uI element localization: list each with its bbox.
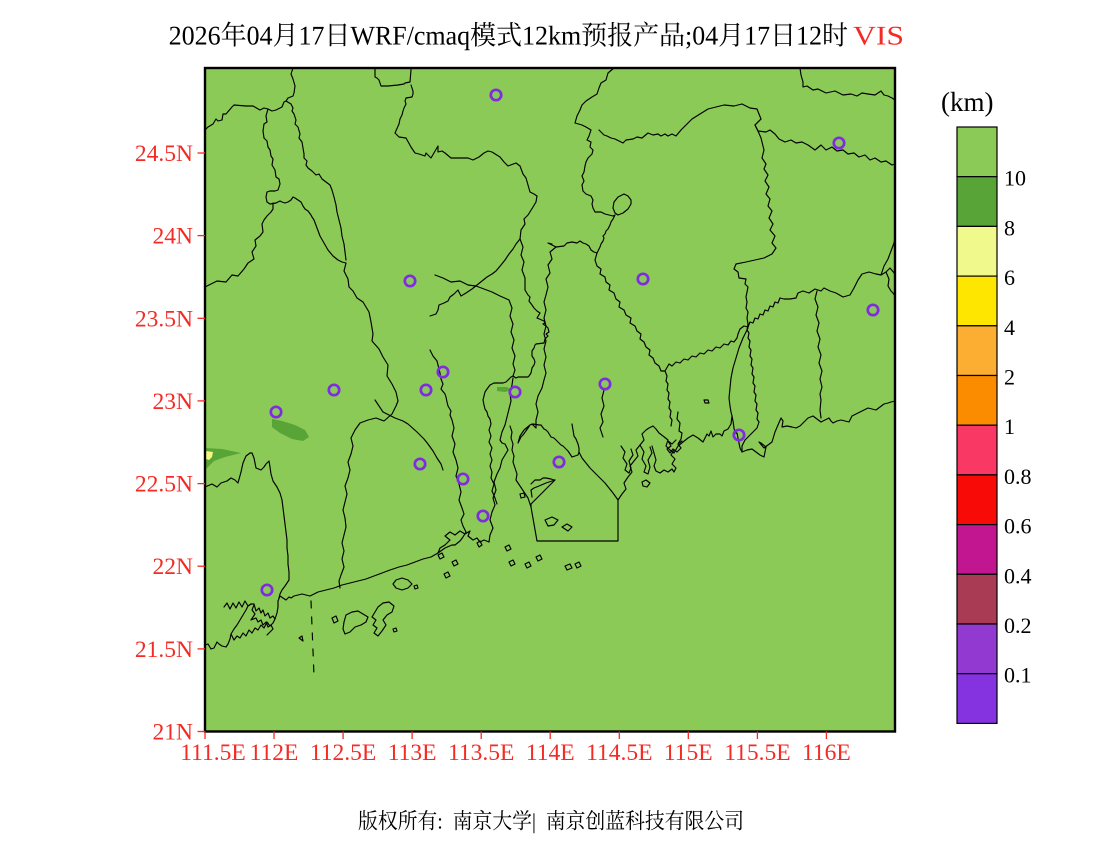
svg-text:10: 10 xyxy=(1004,166,1026,191)
svg-text:1: 1 xyxy=(1004,414,1015,439)
svg-text:21.5N: 21.5N xyxy=(135,637,193,663)
svg-text:(km): (km) xyxy=(941,87,993,117)
svg-text:114E: 114E xyxy=(526,740,575,766)
svg-text:115E: 115E xyxy=(664,740,713,766)
svg-text:4: 4 xyxy=(1004,315,1015,340)
svg-text:8: 8 xyxy=(1004,215,1015,240)
svg-text:113.5E: 113.5E xyxy=(448,740,514,766)
svg-text:2: 2 xyxy=(1004,365,1015,390)
svg-text:114.5E: 114.5E xyxy=(586,740,652,766)
svg-text:24.5N: 24.5N xyxy=(135,141,193,167)
svg-text:24N: 24N xyxy=(153,224,194,250)
svg-text:23N: 23N xyxy=(153,389,194,415)
svg-text:23.5N: 23.5N xyxy=(135,306,193,332)
svg-text:0.6: 0.6 xyxy=(1004,514,1032,539)
svg-text:112E: 112E xyxy=(250,740,299,766)
svg-text:0.4: 0.4 xyxy=(1004,563,1032,588)
svg-text:112.5E: 112.5E xyxy=(310,740,376,766)
svg-text:21N: 21N xyxy=(153,720,194,746)
svg-text:0.2: 0.2 xyxy=(1004,613,1032,638)
svg-text:0.8: 0.8 xyxy=(1004,464,1032,489)
svg-text:0.1: 0.1 xyxy=(1004,663,1032,688)
svg-text:113E: 113E xyxy=(388,740,437,766)
svg-text:6: 6 xyxy=(1004,265,1015,290)
svg-text:115.5E: 115.5E xyxy=(724,740,790,766)
svg-text:22.5N: 22.5N xyxy=(135,472,193,498)
svg-text:111.5E: 111.5E xyxy=(180,740,246,766)
svg-text:116E: 116E xyxy=(802,740,851,766)
svg-text:22N: 22N xyxy=(153,554,194,580)
